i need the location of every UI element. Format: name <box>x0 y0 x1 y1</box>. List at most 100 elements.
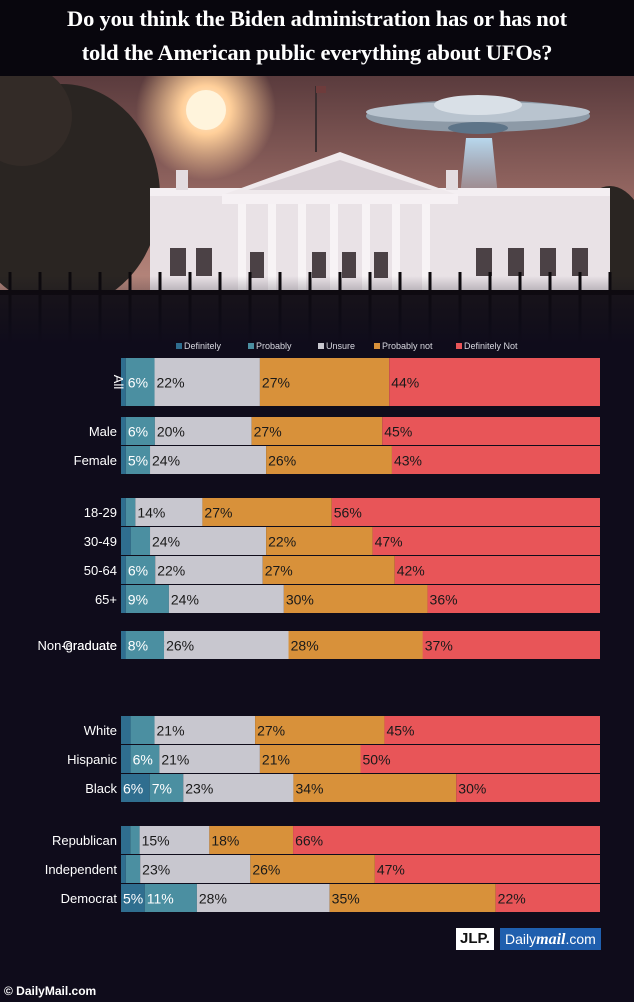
bar-black-unsure <box>183 774 294 802</box>
dailymail-logo: Dailymail.com <box>500 928 601 950</box>
legend-label-unsure: Unsure <box>326 341 355 351</box>
bar-all-probably <box>125 358 155 406</box>
bar-independent-probably <box>125 855 141 883</box>
data-label-all-unsure: 22% <box>157 375 185 391</box>
chart-legend: Definitely Probably Unsure Probably not Defi… <box>176 341 518 351</box>
bar-male-unsure <box>154 417 252 445</box>
data-label-independent-definitely-not: 47% <box>377 862 405 878</box>
legend-label-definitely-not: Definitely Not <box>464 341 518 351</box>
category-label-white: White <box>84 723 117 738</box>
data-label-65-probably: 9% <box>128 592 148 608</box>
bar-50-64-definitely <box>121 556 126 584</box>
bar-65-probably <box>125 585 169 613</box>
legend-swatch-definitely <box>176 343 182 349</box>
category-label-independent: Independent <box>45 862 118 877</box>
data-label-50-64-unsure: 22% <box>157 563 185 579</box>
category-label-democrat: Democrat <box>61 891 118 906</box>
bar-democrat-definitely-not <box>495 884 600 912</box>
category-label-republican: Republican <box>52 833 117 848</box>
bar-65-unsure <box>168 585 284 613</box>
data-label-hispanic-probably: 6% <box>133 752 153 768</box>
bar-30-49-unsure <box>150 527 267 555</box>
data-label-30-49-probably-not: 22% <box>268 534 296 550</box>
bar-65-probably-not <box>283 585 428 613</box>
bar-hispanic-unsure <box>159 745 260 773</box>
data-label-democrat-probably: 11% <box>147 891 174 907</box>
data-label-18-29-definitely-not: 56% <box>334 505 362 521</box>
bar-female-probably-not <box>266 446 392 474</box>
category-label-female: Female <box>74 453 117 468</box>
bar-18-29-definitely-not <box>331 498 600 526</box>
bar-30-49-definitely-not <box>372 527 600 555</box>
data-label-independent-probably-not: 26% <box>252 862 280 878</box>
bar-female-definitely <box>121 446 126 474</box>
bar-hispanic-definitely-not <box>360 745 600 773</box>
data-label-all-probably-not: 27% <box>262 375 290 391</box>
legend-swatch-probably-not <box>374 343 380 349</box>
data-label-65-unsure: 24% <box>171 592 199 608</box>
data-label-50-64-definitely-not: 42% <box>397 563 425 579</box>
bar-republican-probably-not <box>209 826 294 854</box>
data-label-hispanic-probably-not: 21% <box>262 752 290 768</box>
bar-male-definitely-not <box>382 417 600 445</box>
bar-male-probably <box>125 417 155 445</box>
bar-graduate-definitely-not <box>422 631 600 659</box>
data-label-independent-unsure: 23% <box>142 862 170 878</box>
category-label-all: All <box>111 375 126 390</box>
bar-18-29-unsure <box>135 498 203 526</box>
bar-independent-probably-not <box>250 855 375 883</box>
data-label-50-64-probably: 6% <box>128 563 148 579</box>
bar-65-definitely-not <box>427 585 600 613</box>
data-label-black-unsure: 23% <box>185 781 213 797</box>
data-label-black-definitely-not: 30% <box>458 781 486 797</box>
bar-independent-unsure <box>140 855 251 883</box>
data-label-graduate-unsure: 26% <box>166 638 194 654</box>
bar-democrat-definitely <box>121 884 145 912</box>
data-label-black-probably: 7% <box>152 781 172 797</box>
bar-50-64-definitely-not <box>394 556 600 584</box>
bar-white-probably <box>130 716 155 744</box>
bar-all-probably-not <box>259 358 390 406</box>
jlp-logo: JLP. <box>456 928 494 950</box>
dailymail-logo-mail: mail <box>536 931 566 948</box>
data-label-black-definitely: 6% <box>123 781 143 797</box>
bar-18-29-probably-not <box>202 498 332 526</box>
data-label-male-definitely-not: 45% <box>384 424 412 440</box>
data-label-female-probably-not: 26% <box>268 453 296 469</box>
white-house-ufo-illustration <box>0 76 634 344</box>
bar-white-definitely-not <box>384 716 600 744</box>
category-label-18-29: 18-29 <box>84 505 117 520</box>
bar-black-probably-not <box>293 774 457 802</box>
bar-50-64-unsure <box>155 556 263 584</box>
data-label-democrat-definitely: 5% <box>123 891 143 907</box>
category-label-50-64: 50-64 <box>84 563 117 578</box>
data-label-white-unsure: 21% <box>157 723 185 739</box>
legend-label-probably-not: Probably not <box>382 341 433 351</box>
category-label-30-49: 30-49 <box>84 534 117 549</box>
legend-label-probably: Probably <box>256 341 292 351</box>
data-label-all-probably: 6% <box>128 375 148 391</box>
bar-black-definitely-not <box>456 774 600 802</box>
legend-label-definitely: Definitely <box>184 341 222 351</box>
bar-female-unsure <box>150 446 267 474</box>
data-label-black-probably-not: 34% <box>295 781 323 797</box>
data-label-18-29-probably-not: 27% <box>204 505 232 521</box>
bar-graduate-probably <box>125 631 165 659</box>
bar-graduate-definitely <box>121 631 126 659</box>
data-label-female-probably: 5% <box>128 453 148 469</box>
bar-republican-definitely-not <box>293 826 600 854</box>
legend-swatch-probably <box>248 343 254 349</box>
source-credit: © DailyMail.com <box>4 984 97 998</box>
data-label-male-probably-not: 27% <box>254 424 282 440</box>
bar-democrat-probably-not <box>329 884 496 912</box>
bar-30-49-definitely <box>121 527 131 555</box>
data-label-all-definitely-not: 44% <box>391 375 419 391</box>
category-label-non-graduate: Non-graduate <box>38 638 118 653</box>
data-label-graduate-definitely-not: 37% <box>425 638 453 654</box>
data-label-democrat-unsure: 28% <box>199 891 227 907</box>
bar-independent-definitely-not <box>374 855 600 883</box>
bar-hispanic-probably-not <box>259 745 361 773</box>
data-label-republican-definitely-not: 66% <box>295 833 323 849</box>
bar-male-definitely <box>121 417 126 445</box>
